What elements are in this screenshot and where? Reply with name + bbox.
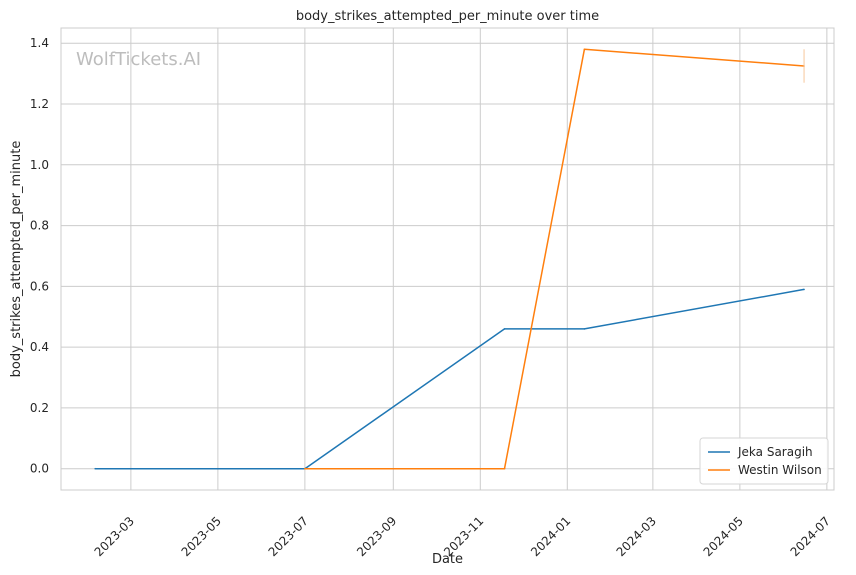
- data-point: [503, 467, 506, 470]
- y-tick-label: 0.6: [30, 279, 49, 293]
- y-axis-label: body_strikes_attempted_per_minute: [9, 141, 24, 378]
- data-point: [503, 328, 506, 330]
- x-tick-label: 2023-05: [179, 514, 224, 559]
- y-tick-label: 1.4: [30, 36, 49, 50]
- y-tick-label: 0.2: [30, 401, 49, 415]
- data-point: [583, 48, 586, 51]
- chart-title: body_strikes_attempted_per_minute over t…: [296, 9, 599, 24]
- legend-box: [699, 437, 829, 485]
- series-layer: [94, 48, 805, 470]
- y-tick-label: 0.0: [30, 462, 49, 476]
- y-tick-label: 1.2: [30, 97, 49, 111]
- y-axis-ticks: 0.0 0.2 0.4 0.6 0.8 1.0 1.2 1.4: [30, 36, 49, 476]
- x-tick-label: 2023-03: [92, 514, 137, 559]
- y-tick-label: 0.8: [30, 219, 49, 233]
- series-line-1: [304, 48, 805, 470]
- x-tick-label: 2024-01: [528, 514, 573, 559]
- legend: Jeka Saragih Westin Wilson: [699, 437, 829, 485]
- legend-label: Westin Wilson: [738, 463, 822, 477]
- legend-label: Jeka Saragih: [737, 445, 813, 459]
- x-tick-label: 2023-07: [266, 514, 311, 559]
- x-tick-label: 2023-09: [354, 514, 399, 559]
- data-point: [803, 288, 805, 291]
- x-tick-label: 2024-03: [614, 514, 659, 559]
- x-axis-label: Date: [432, 552, 463, 567]
- data-point: [94, 467, 97, 470]
- y-tick-label: 0.4: [30, 340, 49, 354]
- plot-area-frame: [60, 27, 835, 491]
- grid: [61, 28, 834, 490]
- x-tick-label: 2024-07: [788, 514, 833, 559]
- data-point: [304, 467, 306, 470]
- series-line-0: [95, 288, 805, 470]
- watermark: WolfTickets.AI: [76, 49, 201, 70]
- data-point: [583, 328, 586, 330]
- x-tick-label: 2024-05: [701, 514, 746, 559]
- y-tick-label: 1.0: [30, 158, 49, 172]
